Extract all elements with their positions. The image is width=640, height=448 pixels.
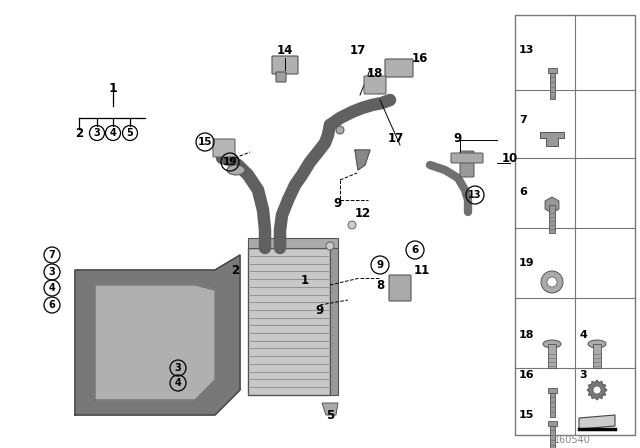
Bar: [248, 238, 338, 248]
Text: 13: 13: [519, 45, 534, 55]
Polygon shape: [545, 197, 559, 213]
Polygon shape: [75, 255, 240, 415]
FancyBboxPatch shape: [364, 76, 386, 94]
Text: 18: 18: [367, 66, 383, 79]
FancyBboxPatch shape: [460, 151, 474, 177]
Text: 7: 7: [49, 250, 56, 260]
Text: 11: 11: [414, 263, 430, 276]
Circle shape: [348, 221, 356, 229]
Bar: [547, 68, 557, 73]
Polygon shape: [322, 403, 338, 415]
Bar: [550, 392, 554, 417]
FancyBboxPatch shape: [276, 72, 286, 82]
Text: 9: 9: [376, 260, 383, 270]
Bar: [549, 205, 555, 233]
Text: 18: 18: [519, 330, 534, 340]
Text: 4: 4: [109, 128, 116, 138]
Bar: [547, 388, 557, 392]
Bar: [515, 15, 635, 435]
Text: 5: 5: [127, 128, 133, 138]
Text: 12: 12: [355, 207, 371, 220]
Text: 6: 6: [519, 187, 527, 197]
Polygon shape: [95, 285, 215, 400]
Text: 2: 2: [75, 126, 83, 139]
Text: 7: 7: [519, 115, 527, 125]
Text: 8: 8: [376, 279, 384, 292]
Text: 15: 15: [198, 137, 212, 147]
Text: 3: 3: [579, 370, 587, 380]
Text: 9: 9: [453, 132, 461, 145]
Circle shape: [593, 386, 601, 394]
Text: 3: 3: [175, 363, 181, 373]
FancyBboxPatch shape: [213, 139, 235, 157]
FancyBboxPatch shape: [451, 153, 483, 163]
Polygon shape: [587, 380, 607, 400]
Text: 2: 2: [231, 263, 239, 276]
Text: 17: 17: [388, 132, 404, 145]
Ellipse shape: [543, 340, 561, 348]
Bar: [550, 426, 554, 448]
FancyBboxPatch shape: [385, 59, 413, 77]
Text: 13: 13: [468, 190, 482, 200]
Ellipse shape: [227, 165, 245, 175]
Text: 16: 16: [519, 370, 534, 380]
Text: 9: 9: [316, 303, 324, 316]
Text: 5: 5: [326, 409, 334, 422]
Text: 6: 6: [49, 300, 56, 310]
Ellipse shape: [336, 126, 344, 134]
Circle shape: [326, 242, 334, 250]
Text: 14: 14: [277, 43, 293, 56]
Bar: [548, 344, 556, 368]
Text: 4: 4: [579, 330, 587, 340]
Bar: [593, 344, 601, 368]
Ellipse shape: [588, 340, 606, 348]
Text: 1: 1: [109, 82, 117, 95]
Text: 16: 16: [412, 52, 428, 65]
Text: 1: 1: [301, 273, 309, 287]
Text: 4: 4: [175, 378, 181, 388]
Text: 4: 4: [49, 283, 56, 293]
Polygon shape: [540, 132, 564, 146]
Bar: [547, 421, 557, 426]
Text: 160540: 160540: [554, 435, 591, 445]
Circle shape: [547, 277, 557, 287]
Text: 17: 17: [350, 43, 366, 56]
Text: 10: 10: [502, 151, 518, 164]
Polygon shape: [355, 150, 370, 170]
Text: 15: 15: [519, 410, 534, 420]
Bar: [330, 248, 338, 395]
Bar: [550, 73, 554, 99]
Circle shape: [541, 271, 563, 293]
FancyBboxPatch shape: [389, 275, 411, 301]
Text: 3: 3: [49, 267, 56, 277]
Text: 3: 3: [93, 128, 100, 138]
Polygon shape: [579, 415, 615, 429]
Text: 19: 19: [519, 258, 534, 268]
Text: 19: 19: [223, 157, 237, 167]
FancyBboxPatch shape: [272, 56, 298, 74]
Bar: [248, 248, 330, 395]
Text: 9: 9: [333, 197, 341, 210]
Text: 6: 6: [412, 245, 419, 255]
